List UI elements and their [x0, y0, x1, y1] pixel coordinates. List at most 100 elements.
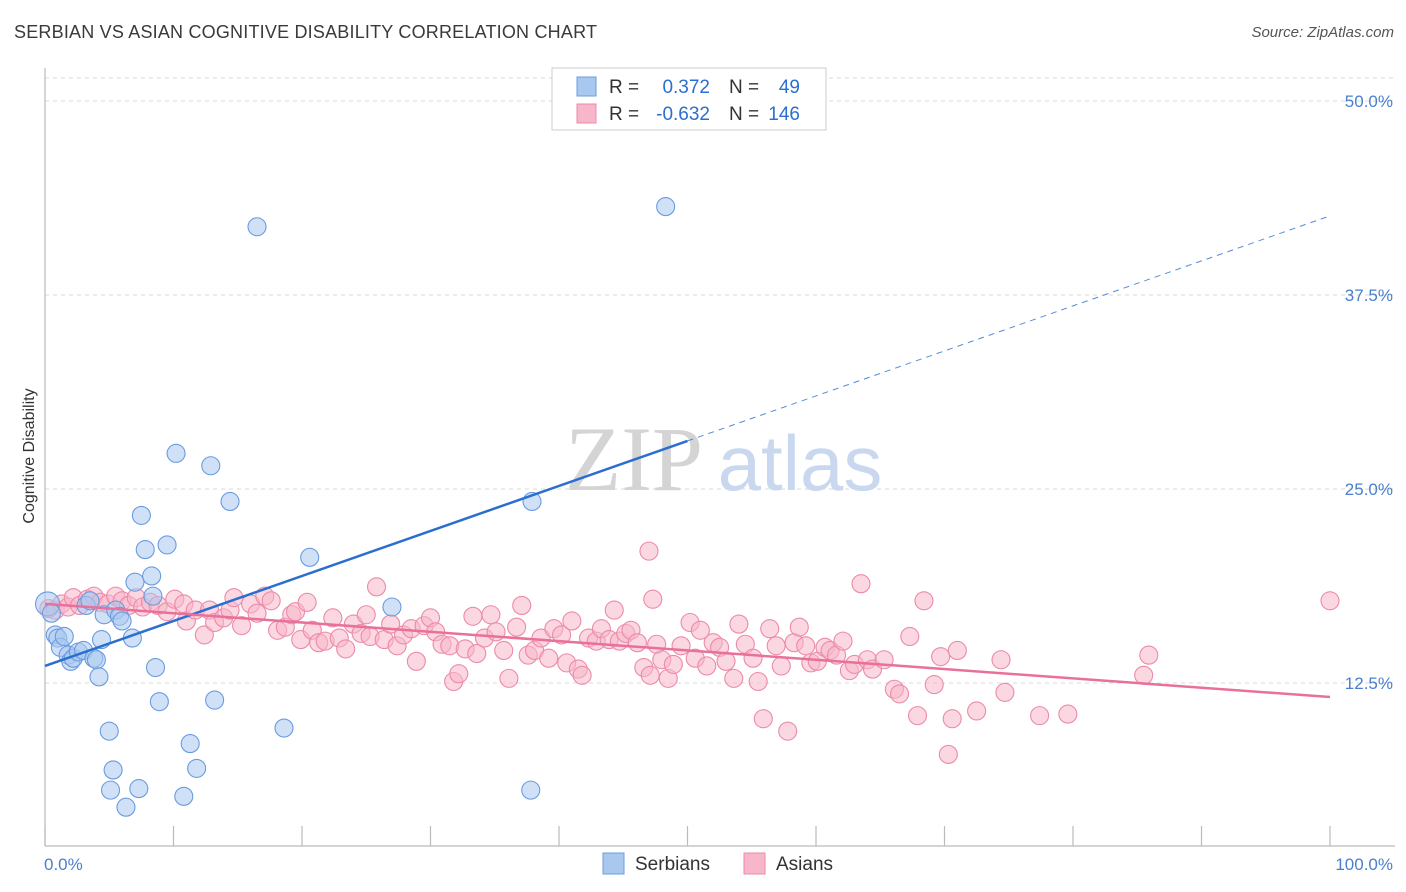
- asians-point-115: [766, 636, 786, 656]
- asians-point-137: [914, 591, 934, 611]
- serbians-point-46: [521, 780, 541, 800]
- serbians-point-41: [220, 491, 240, 512]
- asians-point-76: [539, 648, 559, 668]
- asians-point-28: [232, 616, 252, 636]
- asians-point-82: [572, 665, 592, 685]
- trend-lines: [44, 215, 1331, 699]
- asians-point-107: [716, 651, 736, 671]
- serbians-point-44: [300, 547, 320, 567]
- legend-r-value-serbians: 0.372: [662, 77, 710, 98]
- serbians-point-1: [41, 603, 61, 623]
- top-legend: R = 0.372 N = 49 R = -0.632 N = 146: [551, 67, 827, 131]
- serbians-point-14: [86, 650, 106, 670]
- y-tick-label-3: 50.0%: [1345, 92, 1393, 111]
- asians-point-136: [907, 706, 928, 726]
- asians-point-142: [947, 640, 967, 660]
- asians-point-141: [942, 709, 962, 729]
- serbians-point-42: [247, 217, 267, 237]
- asians-point-69: [494, 640, 514, 660]
- asians-point-149: [1139, 645, 1159, 665]
- grid-lines: [45, 77, 1395, 684]
- serbians-point-29: [131, 505, 151, 525]
- asians-point-108: [724, 668, 744, 688]
- asians-point-147: [1058, 704, 1078, 724]
- serbians-point-5: [54, 626, 74, 647]
- asians-point-126: [833, 631, 853, 651]
- asians-point-146: [1030, 706, 1050, 726]
- asians-point-119: [789, 617, 809, 637]
- legend-swatch-serbians: [576, 76, 597, 97]
- asians-point-65: [467, 644, 487, 664]
- serbians-point-23: [112, 611, 132, 631]
- legend-n-label-serbians: N =: [729, 77, 759, 98]
- serbians-point-19: [100, 780, 121, 800]
- source-label: Source: ZipAtlas.com: [1251, 24, 1394, 41]
- bottom-legend-label-asians: Asians: [776, 854, 833, 875]
- serbians-point-39: [201, 456, 221, 476]
- asians-point-103: [690, 620, 710, 640]
- serbians-point-20: [103, 760, 123, 780]
- serbians-point-36: [174, 786, 194, 806]
- legend-swatch-asians: [576, 103, 597, 124]
- asians-point-100: [671, 636, 691, 656]
- asians-trend-line: [44, 602, 1331, 699]
- bottom-legend-swatch-serbians: [602, 852, 625, 875]
- asians-point-111: [743, 648, 763, 668]
- serbians-point-35: [166, 443, 186, 463]
- asians-point-138: [924, 675, 944, 695]
- asians-point-148: [1134, 665, 1154, 685]
- watermark-atlas: atlas: [718, 419, 883, 507]
- asians-point-72: [512, 595, 532, 615]
- asians-point-99: [663, 654, 683, 674]
- serbians-point-33: [149, 692, 169, 712]
- asians-point-120: [796, 636, 816, 656]
- asians-point-71: [507, 617, 527, 637]
- asians-point-42: [323, 608, 343, 628]
- asians-point-91: [627, 633, 647, 653]
- asians-point-80: [562, 611, 582, 631]
- y-tick-label-1: 25.0%: [1345, 480, 1393, 499]
- asians-point-38: [297, 592, 317, 612]
- asians-point-47: [356, 605, 376, 625]
- asians-point-140: [938, 744, 958, 764]
- serbians-point-27: [129, 779, 149, 799]
- legend-n-value-serbians: 49: [779, 77, 800, 98]
- serbians-point-28: [135, 540, 155, 560]
- asians-point-55: [406, 651, 426, 671]
- serbians-point-12: [80, 591, 100, 611]
- y-tick-label-2: 37.5%: [1345, 286, 1393, 305]
- legend-box: [551, 67, 827, 131]
- asians-point-32: [261, 591, 281, 611]
- legend-n-value-asians: 146: [768, 104, 800, 125]
- legend-r-label-asians: R =: [609, 104, 639, 125]
- serbians-point-15: [89, 667, 109, 687]
- asians-point-93: [640, 665, 660, 685]
- asians-point-62: [449, 664, 469, 684]
- asians-point-78: [552, 625, 572, 645]
- bottom-legend: Serbians Asians: [602, 852, 833, 875]
- asians-point-114: [760, 619, 780, 639]
- asians-point-150: [1320, 591, 1340, 611]
- serbians-point-32: [145, 657, 166, 678]
- asians-point-139: [931, 647, 951, 667]
- legend-r-label-serbians: R =: [609, 77, 639, 98]
- bottom-legend-label-serbians: Serbians: [635, 854, 710, 875]
- asians-point-116: [771, 656, 791, 676]
- serbians-point-45: [382, 597, 402, 617]
- serbians-point-18: [99, 721, 119, 741]
- serbians-points: [35, 197, 676, 817]
- asians-point-104: [697, 656, 717, 676]
- asians-point-113: [753, 709, 773, 729]
- asians-point-96: [643, 589, 663, 609]
- y-axis-title: Cognitive Disability: [21, 388, 38, 523]
- tick-labels: 12.5% 25.0% 37.5% 50.0% 0.0% 100.0%: [44, 92, 1393, 874]
- legend-n-label-asians: N =: [729, 104, 759, 125]
- chart-title: SERBIAN VS ASIAN COGNITIVE DISABILITY CO…: [14, 22, 598, 42]
- serbians-point-30: [142, 566, 162, 586]
- serbians-point-24: [116, 797, 136, 817]
- x-tick-label-0: 0.0%: [44, 855, 83, 874]
- serbians-point-40: [205, 690, 225, 710]
- serbians-point-43: [274, 718, 294, 738]
- asians-point-49: [366, 577, 387, 597]
